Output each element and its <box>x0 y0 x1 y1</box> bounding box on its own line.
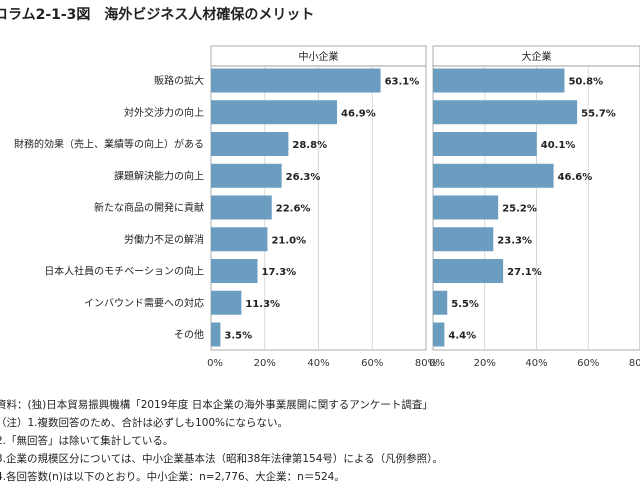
category-label: 新たな商品の開発に貢献 <box>94 201 204 214</box>
bar <box>433 259 504 283</box>
tick-label: 40% <box>525 358 547 369</box>
category-label: 販路の拡大 <box>154 74 204 87</box>
tick-label: 0% <box>207 358 223 369</box>
bar <box>211 322 221 347</box>
data-label: 5.5% <box>451 299 479 310</box>
category-label: インバウンド需要への対応 <box>84 296 204 309</box>
tick-label: 20% <box>474 358 496 369</box>
category-label: 労働力不足の解消 <box>124 233 204 246</box>
data-label: 26.3% <box>286 172 321 183</box>
category-label: 対外交渉力の向上 <box>124 106 204 119</box>
source-notes: 資料：(独)日本貿易振興機構「2019年度 日本企業の海外事業展開に関するアンケ… <box>0 396 443 486</box>
tick-label: 40% <box>307 358 329 369</box>
bar <box>433 322 445 347</box>
data-label: 27.1% <box>507 267 542 278</box>
bar <box>433 195 499 220</box>
data-label: 63.1% <box>385 77 420 88</box>
tick-label: 60% <box>577 358 599 369</box>
data-label: 40.1% <box>541 140 576 151</box>
tick-label: 80% <box>629 358 640 369</box>
panel-small-business: 中小企業 0% 20% 40% 60% 80% 63.1% 46.9% 28.8% 26.3% 22… <box>207 45 437 369</box>
note-3: 3.企業の規模区分については、中小企業基本法（昭和38年法律第154号）による（… <box>0 453 443 465</box>
category-label: その他 <box>174 328 204 341</box>
bar <box>211 259 258 283</box>
legend-series-label: 中小企業 <box>299 50 339 63</box>
data-label: 3.5% <box>224 331 252 342</box>
bar <box>211 163 282 188</box>
data-label: 17.3% <box>261 267 296 278</box>
data-label: 46.9% <box>341 108 376 119</box>
data-label: 11.3% <box>245 299 280 310</box>
bar <box>211 290 242 315</box>
bar <box>211 68 381 93</box>
tick-label: 0% <box>429 358 445 369</box>
category-label: 財務的効果（売上、業績等の向上）がある <box>14 138 204 151</box>
tick-label: 60% <box>361 358 383 369</box>
data-label: 22.6% <box>276 204 311 215</box>
bar <box>211 132 289 156</box>
category-label: 課題解決能力の向上 <box>114 169 204 182</box>
bar <box>211 227 268 252</box>
data-label: 4.4% <box>448 331 476 342</box>
tick-label: 20% <box>254 358 276 369</box>
data-label: 46.6% <box>558 172 593 183</box>
data-label: 28.8% <box>292 140 327 151</box>
tick-label: 80% <box>415 358 437 369</box>
note-4: 4.各回答数(n)は以下のとおり。中小企業：n=2,776、大企業：n＝524。 <box>0 471 345 483</box>
panel-large-business: 大企業 0% 20% 40% 60% 80% 50.8% 55.7% 40.1% 46.6% 25.… <box>429 45 640 369</box>
bar <box>433 163 554 188</box>
legend-series-label: 大企業 <box>522 50 552 63</box>
bar <box>433 68 565 93</box>
data-label: 50.8% <box>568 77 603 88</box>
bar <box>433 290 448 315</box>
note-1: （注）1.複数回答のため、合計は必ずしも100%にならない。 <box>0 417 289 429</box>
note-source: 資料：(独)日本貿易振興機構「2019年度 日本企業の海外事業展開に関するアンケ… <box>0 399 433 411</box>
category-label: 日本人社員のモチベーションの向上 <box>44 265 204 278</box>
bar <box>433 227 494 252</box>
bar <box>211 195 272 220</box>
data-label: 21.0% <box>271 235 306 246</box>
bar <box>433 100 578 125</box>
data-label: 23.3% <box>497 235 532 246</box>
bar <box>211 100 338 125</box>
data-label: 55.7% <box>581 108 616 119</box>
note-2: 2.「無回答」は除いて集計している。 <box>0 435 174 447</box>
bar <box>433 132 537 156</box>
category-labels: 販路の拡大対外交渉力の向上財務的効果（売上、業績等の向上）がある課題解決能力の向… <box>14 74 204 341</box>
figure-title: コラム2-1-3図 海外ビジネス人材確保のメリット <box>0 7 315 23</box>
data-label: 25.2% <box>502 204 537 215</box>
